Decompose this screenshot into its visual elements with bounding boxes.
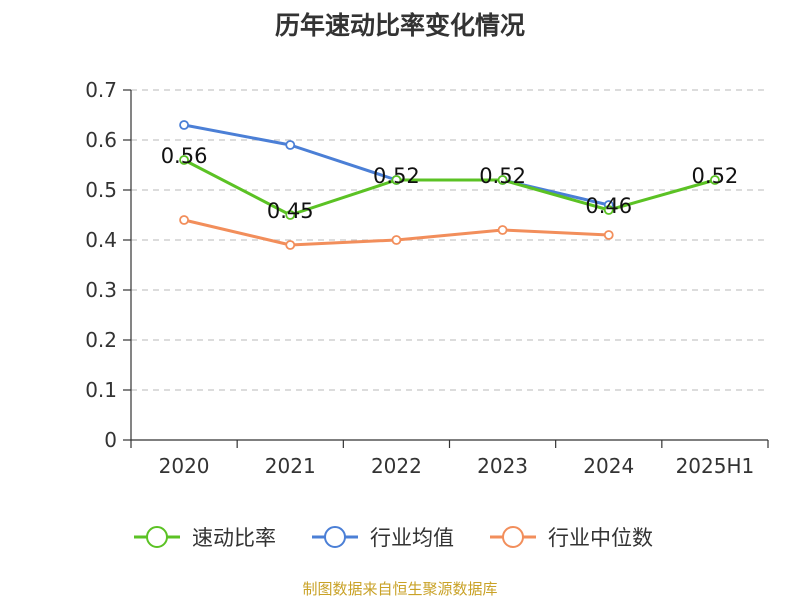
legend-item[interactable]: 行业均值	[312, 526, 454, 550]
y-tick-label: 0.1	[85, 378, 117, 402]
data-label: 0.52	[373, 164, 420, 188]
data-point[interactable]	[179, 215, 189, 225]
data-point[interactable]	[603, 205, 614, 215]
series-line	[183, 158, 716, 217]
legend-item[interactable]: 速动比率	[134, 526, 276, 550]
data-label: 0.52	[479, 164, 526, 188]
legend-label: 行业均值	[370, 526, 454, 550]
legend-marker	[502, 526, 524, 548]
y-tick-label: 0.3	[85, 278, 117, 302]
legend-label: 速动比率	[192, 526, 276, 550]
x-tick-label: 2021	[265, 454, 316, 478]
data-point[interactable]	[603, 230, 614, 240]
data-source-note: 制图数据来自恒生聚源数据库	[302, 580, 498, 598]
data-point[interactable]	[391, 235, 402, 245]
data-label: 0.52	[692, 164, 739, 188]
legend[interactable]: 速动比率 行业均值 行业中位数	[134, 526, 653, 550]
data-label: 0.45	[267, 199, 314, 223]
y-tick-label: 0	[104, 428, 117, 452]
axes: 0 0.1 0.2 0.3 0.4 0.5 0.6 0.7 2020 2021 2022 2023 20…	[85, 78, 769, 478]
series-lines	[179, 120, 720, 250]
legend-marker	[324, 526, 346, 548]
data-point[interactable]	[285, 140, 296, 150]
data-point[interactable]	[179, 155, 189, 165]
x-tick-label: 2022	[371, 454, 422, 478]
data-label: 0.56	[161, 144, 208, 168]
data-label: 0.46	[585, 194, 632, 218]
data-point[interactable]	[497, 225, 508, 235]
legend-marker	[146, 526, 168, 548]
data-point[interactable]	[285, 210, 296, 220]
chart-title: 历年速动比率变化情况	[274, 11, 525, 40]
grid-lines	[131, 89, 768, 391]
x-tick-label: 2020	[159, 454, 210, 478]
x-tick-label: 2025H1	[676, 454, 755, 478]
y-tick-label: 0.5	[85, 178, 117, 202]
y-tick-label: 0.4	[85, 228, 117, 252]
legend-label: 行业中位数	[548, 526, 653, 550]
legend-item[interactable]: 行业中位数	[490, 526, 653, 550]
y-tick-label: 0.2	[85, 328, 117, 352]
y-tick-label: 0.7	[85, 78, 117, 102]
data-point[interactable]	[391, 175, 402, 185]
y-tick-label: 0.6	[85, 128, 117, 152]
data-point[interactable]	[285, 240, 296, 250]
data-point[interactable]	[179, 120, 189, 130]
data-point[interactable]	[497, 175, 508, 185]
x-tick-label: 2024	[583, 454, 634, 478]
x-tick-label: 2023	[477, 454, 528, 478]
data-point[interactable]	[710, 175, 720, 185]
data-labels: 0.56 0.45 0.52 0.52 0.46 0.52	[161, 144, 739, 223]
